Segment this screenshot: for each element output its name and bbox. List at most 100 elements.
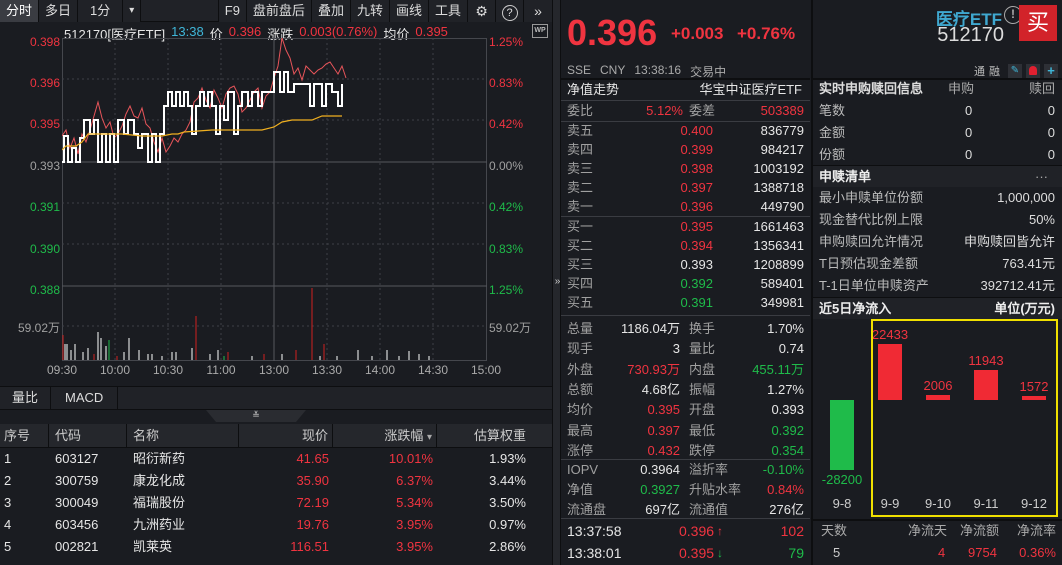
intraday-chart-panel: 分时 多日 1分 ▾ F9 盘前盘后 叠加 九转 画线 工具 ⚙ ? » 5 1 2… bbox=[0, 0, 552, 558]
x-tick: 14:30 bbox=[417, 363, 449, 377]
bid-level-row[interactable]: 买五 0.391 349981 bbox=[567, 295, 804, 310]
period-dropdown-icon[interactable]: ▾ bbox=[123, 0, 142, 22]
draw-line-button[interactable]: 画线 bbox=[389, 0, 429, 22]
order-ratio-row: 委比 5.12% 委差 503389 bbox=[567, 103, 804, 118]
chart-toolbar: 分时 多日 1分 ▾ F9 盘前盘后 叠加 九转 画线 工具 ⚙ ? » bbox=[0, 0, 552, 22]
price-chart-canvas[interactable] bbox=[62, 38, 487, 361]
pcf-header: 申赎清单 ··· bbox=[813, 165, 1062, 187]
col-code[interactable]: 代码 bbox=[49, 424, 127, 447]
y-tick-left: 0.388 bbox=[29, 283, 60, 297]
panel-splitter[interactable]: » bbox=[552, 0, 561, 565]
ask-level-row[interactable]: 卖三 0.398 1003192 bbox=[567, 161, 804, 176]
connect-button[interactable]: 通 bbox=[974, 66, 985, 78]
tab-multi-day[interactable]: 多日 bbox=[39, 0, 79, 22]
nine-turn-button[interactable]: 九转 bbox=[350, 0, 390, 22]
flow-summary-header: 天数 净流天 净流额 净流率 bbox=[821, 523, 1056, 538]
more-icon[interactable]: ··· bbox=[1035, 169, 1048, 184]
row-weight: 3.44% bbox=[489, 473, 526, 488]
table-row[interactable]: 2 300759 康龙化成 35.90 6.37% 3.44% bbox=[0, 470, 552, 492]
row-change: 5.34% bbox=[396, 495, 433, 510]
stat-row: 外盘 730.93万 内盘 455.11万 bbox=[567, 361, 804, 377]
pre-post-market-button[interactable]: 盘前盘后 bbox=[246, 0, 312, 22]
y-tick-right: 0.42% bbox=[489, 117, 524, 131]
row-code: 300049 bbox=[55, 495, 99, 510]
row-name: 九洲药业 bbox=[133, 517, 186, 532]
tab-volume-ratio[interactable]: 量比 bbox=[0, 387, 52, 409]
col-change-pct[interactable]: 涨跌幅 ▾ bbox=[333, 424, 437, 447]
trading-status: 交易中 bbox=[690, 65, 727, 79]
arrow-up-icon: ↑ bbox=[717, 524, 723, 538]
tools-button[interactable]: 工具 bbox=[428, 0, 468, 22]
col-index[interactable]: 序号 bbox=[0, 424, 49, 447]
flow-bar[interactable] bbox=[974, 370, 998, 400]
highlight-box bbox=[871, 319, 1058, 517]
flow-bar[interactable] bbox=[926, 395, 950, 400]
bid-level-row[interactable]: 买二 0.394 1356341 bbox=[567, 238, 804, 253]
pcf-row: 申购赎回允许情况 申购赎回皆允许 bbox=[819, 234, 1055, 249]
y-tick-left: 0.396 bbox=[29, 76, 60, 90]
stat-row: 最高 0.397 最低 0.392 bbox=[567, 422, 804, 438]
volume-tick-left: 59.02万 bbox=[17, 321, 60, 335]
etf-name: 医疗ETF bbox=[935, 10, 1002, 29]
ask-level-row[interactable]: 卖一 0.396 449790 bbox=[567, 199, 804, 214]
col-name[interactable]: 名称 bbox=[127, 424, 239, 447]
flow-bar[interactable] bbox=[830, 400, 854, 470]
bid-level-row[interactable]: 买四 0.392 589401 bbox=[567, 276, 804, 291]
settings-gear-icon[interactable]: ⚙ bbox=[468, 0, 496, 22]
avg-value: 0.395 bbox=[415, 24, 448, 39]
flow-bar[interactable] bbox=[878, 344, 902, 400]
tab-1min[interactable]: 1分 bbox=[78, 0, 124, 22]
bid-level-row[interactable]: 买三 0.393 1208899 bbox=[567, 257, 804, 272]
table-row[interactable]: 5 002821 凯莱英 116.51 3.95% 2.86% bbox=[0, 536, 552, 558]
stat-row: 涨停 0.432 跌停 0.354 bbox=[567, 442, 804, 458]
edit-pencil-icon[interactable]: ✎ bbox=[1008, 64, 1022, 78]
flow-date: 9-12 bbox=[1020, 496, 1048, 511]
buy-button[interactable]: 买 bbox=[1019, 5, 1057, 41]
tab-intraday[interactable]: 分时 bbox=[0, 0, 40, 22]
more-chevron-icon[interactable]: » bbox=[524, 0, 552, 22]
row-index: 3 bbox=[4, 495, 12, 510]
col-price[interactable]: 现价 bbox=[239, 424, 333, 447]
flow-bar[interactable] bbox=[1022, 396, 1046, 400]
pcf-row: 现金替代比例上限 50% bbox=[819, 212, 1055, 227]
creation-redemption-header: 实时申购赎回信息 申购 赎回 bbox=[819, 81, 1055, 96]
currency-label: CNY bbox=[600, 63, 626, 77]
tick-row: 13:37:58 0.396 ↑ 102 bbox=[567, 523, 804, 539]
x-tick: 14:00 bbox=[364, 363, 396, 377]
wp-monitor-icon[interactable]: WP bbox=[532, 24, 548, 38]
f9-button[interactable]: F9 bbox=[218, 0, 247, 22]
overlay-button[interactable]: 叠加 bbox=[311, 0, 351, 22]
table-row[interactable]: 3 300049 福瑞股份 72.19 5.34% 3.50% bbox=[0, 492, 552, 514]
margin-button[interactable]: 融 bbox=[989, 66, 1000, 78]
nav-trend-row[interactable]: 净值走势 华宝中证医疗ETF bbox=[567, 82, 802, 97]
collapse-chevron-icon[interactable]: ≚ bbox=[206, 410, 306, 422]
tab-macd[interactable]: MACD bbox=[51, 387, 119, 409]
help-icon[interactable]: ? bbox=[496, 0, 524, 22]
indicator-tabs: 量比 MACD bbox=[0, 386, 552, 410]
x-tick: 09:30 bbox=[46, 363, 78, 377]
table-row[interactable]: 1 603127 昭衍新药 41.65 10.01% 1.93% bbox=[0, 448, 552, 470]
y-tick-right: 0.83% bbox=[489, 76, 524, 90]
ask-level-row[interactable]: 卖五 0.400 836779 bbox=[567, 123, 804, 138]
etf-info-panel: 医疗ETF ! 512170 买 通 融 ✎ + 实时申购赎回信息 申购 赎回 … bbox=[811, 0, 1062, 565]
x-tick: 10:30 bbox=[152, 363, 184, 377]
row-name: 昭衍新药 bbox=[133, 451, 186, 466]
ask-level-row[interactable]: 卖二 0.397 1388718 bbox=[567, 180, 804, 195]
etf-code: 512170 bbox=[937, 24, 1004, 46]
col-weight[interactable]: 估算权重 bbox=[473, 428, 526, 443]
row-change: 6.37% bbox=[396, 473, 433, 488]
change-value: 0.003(0.76%) bbox=[299, 24, 378, 39]
row-weight: 1.93% bbox=[489, 451, 526, 466]
alert-bell-icon[interactable] bbox=[1026, 64, 1040, 78]
y-tick-right: 1.25% bbox=[489, 283, 524, 297]
y-tick-left: 0.395 bbox=[29, 117, 60, 131]
ask-level-row[interactable]: 卖四 0.399 984217 bbox=[567, 142, 804, 157]
table-row[interactable]: 4 603456 九洲药业 19.76 3.95% 0.97% bbox=[0, 514, 552, 536]
row-code: 002821 bbox=[55, 539, 99, 554]
holdings-table: 序号 代码 名称 现价 涨跌幅 ▾ 估算权重 1 603127 昭衍新药 41.… bbox=[0, 424, 552, 558]
bid-level-row[interactable]: 买一 0.395 1661463 bbox=[567, 219, 804, 234]
price-change-pct: +0.76% bbox=[737, 24, 796, 43]
expand-chevron-icon[interactable]: » bbox=[554, 276, 561, 287]
price-value: 0.396 bbox=[228, 24, 262, 39]
add-plus-icon[interactable]: + bbox=[1044, 64, 1058, 78]
